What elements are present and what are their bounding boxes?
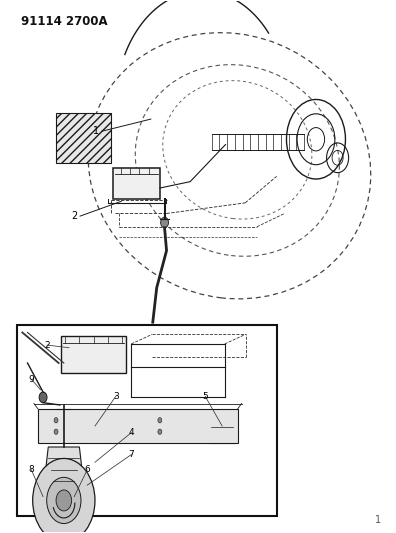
Text: 4: 4 [128,428,134,437]
Text: 6: 6 [84,465,90,474]
Text: 2: 2 [71,211,77,221]
Text: 1: 1 [93,126,99,136]
Circle shape [161,217,169,228]
FancyBboxPatch shape [114,168,160,199]
Text: 7: 7 [128,450,134,459]
Circle shape [33,458,95,533]
Circle shape [158,429,162,434]
FancyBboxPatch shape [61,336,126,373]
Text: 5: 5 [202,392,208,401]
Text: 91114 2700A: 91114 2700A [21,14,108,28]
Bar [38,409,238,443]
Bar [17,325,277,516]
Text: 9: 9 [29,375,34,384]
Bar [209,411,235,443]
Text: 1: 1 [375,515,381,525]
Circle shape [47,478,81,523]
Circle shape [54,429,58,434]
Circle shape [158,418,162,423]
Text: 3: 3 [113,392,119,401]
Text: 8: 8 [29,465,34,474]
Bar [57,113,112,163]
Circle shape [54,418,58,423]
Circle shape [56,490,72,511]
Circle shape [39,392,47,402]
Polygon shape [43,447,85,493]
Text: 2: 2 [44,341,50,350]
